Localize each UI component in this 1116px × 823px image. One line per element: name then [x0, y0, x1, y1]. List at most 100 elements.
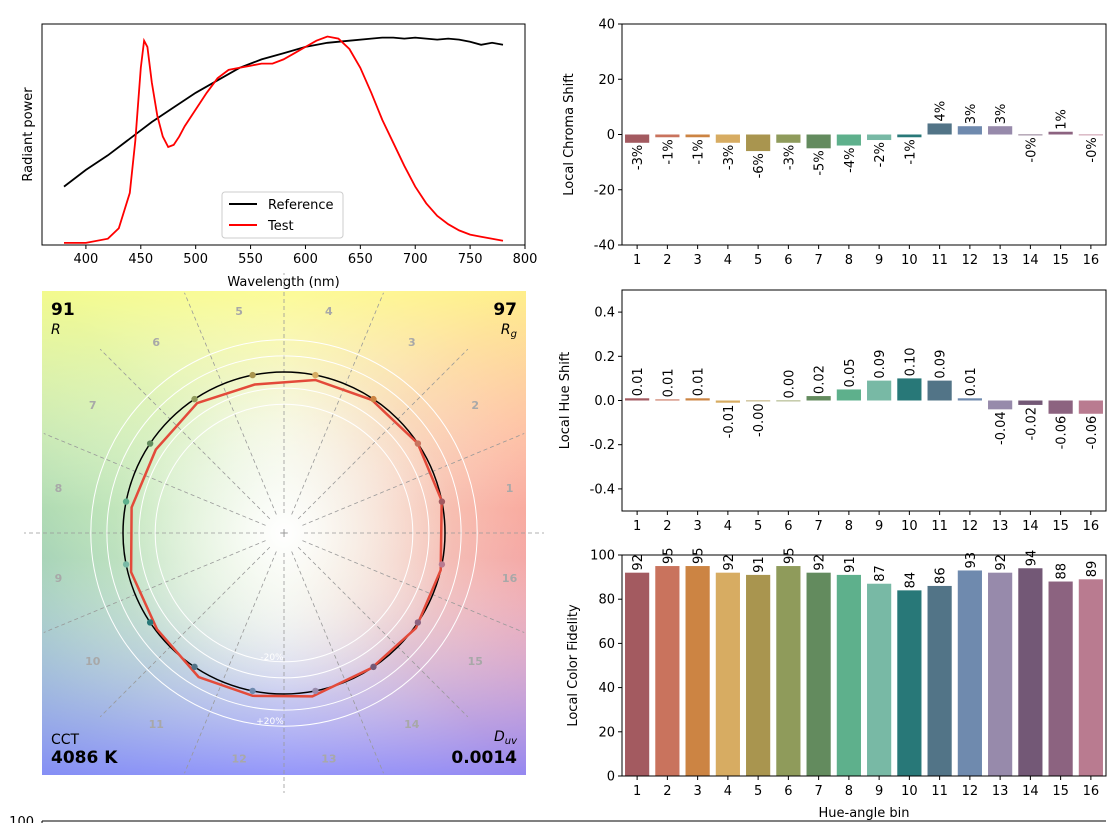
bar	[1078, 134, 1103, 136]
data-label: -1%	[692, 139, 707, 164]
data-label: 92	[631, 554, 646, 571]
hue-bin-label: 6	[152, 336, 160, 349]
x-tick-label: 4	[724, 784, 732, 799]
data-label: -0.00	[752, 403, 767, 437]
hue-bin-vector-marker	[370, 663, 377, 671]
duv-value: 0.0014	[451, 748, 517, 768]
bar	[1048, 131, 1073, 135]
bar	[685, 134, 710, 138]
hue-bin-label: 14	[404, 718, 420, 731]
x-tick-label: 7	[814, 519, 822, 534]
y-tick-label: 20	[598, 725, 615, 740]
test-polygon	[129, 378, 443, 698]
y-tick-label: 80	[598, 593, 615, 608]
x-tick-label: 5	[754, 784, 762, 799]
x-tick-label: 10	[901, 253, 918, 268]
strip-y-tick-label: 100	[9, 815, 34, 823]
bar	[867, 583, 892, 776]
hue-bin-vector-marker	[191, 663, 198, 671]
bar	[715, 134, 740, 143]
data-label: -0%	[1085, 137, 1100, 162]
y-tick-label: -20	[594, 183, 615, 198]
bar	[927, 380, 952, 401]
x-tick-label: 10	[901, 784, 918, 799]
x-axis-label: Hue-angle bin	[818, 806, 909, 821]
hue-bin-label: 16	[502, 572, 518, 585]
bar	[836, 389, 861, 401]
data-label: -3%	[722, 145, 737, 170]
y-axis-label: Local Chroma Shift	[562, 73, 577, 195]
x-tick-label: 13	[992, 253, 1009, 268]
data-label: 95	[692, 548, 707, 565]
hue-bin-vector-marker	[438, 498, 446, 505]
data-label: 95	[661, 548, 676, 565]
rf-value: 91	[51, 300, 75, 320]
spectrum-chart: 400 450 500 550 600 650 700 750 800 Wavelength (n…	[21, 23, 537, 290]
bar	[897, 590, 922, 776]
x-tick-label: 750	[458, 252, 483, 267]
bin-boundary-line	[302, 433, 525, 526]
x-tick-label: 13	[992, 519, 1009, 534]
bin-boundary-line	[99, 348, 271, 520]
bar	[1078, 400, 1103, 414]
data-label: -5%	[813, 150, 828, 175]
y-tick-label: -0.4	[590, 482, 615, 497]
bar	[988, 126, 1013, 135]
y-axis-label: Local Color Fidelity	[566, 604, 581, 727]
x-tick-label: 16	[1083, 253, 1100, 268]
hue-bin-vector-marker	[370, 395, 377, 403]
bar	[1018, 568, 1043, 776]
data-label: -0.02	[1024, 407, 1039, 441]
bin-boundary-line	[43, 540, 266, 633]
bin-boundary-line	[291, 292, 384, 515]
y-tick-label: 0.0	[594, 394, 615, 409]
bar	[1018, 400, 1043, 405]
hue-bin-label: 4	[325, 305, 333, 318]
y-tick-label: 0.2	[594, 350, 615, 365]
cct-value: 4086 K	[51, 748, 118, 768]
data-label: 0.01	[631, 367, 646, 396]
color-vector-graphic: +-20%+20%1234567891011121314151691Rf97Rg…	[24, 273, 544, 793]
ring-label: +20%	[256, 717, 284, 727]
x-tick-label: 9	[875, 784, 883, 799]
hue-bin-label: 3	[408, 336, 416, 349]
bar	[746, 574, 771, 776]
reference-ring	[138, 387, 430, 679]
x-tick-label: 4	[724, 519, 732, 534]
x-tick-label: 14	[1022, 253, 1039, 268]
bin-boundary-line	[99, 546, 271, 718]
hue-bin-vector-marker	[312, 687, 319, 695]
plot-frame	[621, 554, 1107, 777]
bar	[1048, 581, 1073, 776]
bar	[625, 572, 650, 776]
data-label: -6%	[752, 153, 767, 178]
x-tick-label: 650	[348, 252, 373, 267]
x-tick-label: 7	[814, 253, 822, 268]
bar	[715, 400, 740, 403]
hue-bin-label: 1	[506, 482, 514, 495]
duv-subscript: uv	[505, 736, 518, 747]
y-tick-label: -0.2	[590, 438, 615, 453]
data-label: 92	[994, 554, 1009, 571]
data-label: -0.06	[1055, 416, 1070, 450]
data-label: 0.00	[782, 370, 797, 399]
x-tick-label: 9	[875, 519, 883, 534]
data-label: -1%	[903, 139, 918, 164]
x-tick-label: 8	[845, 784, 853, 799]
data-label: 84	[903, 572, 918, 589]
x-tick-label: 10	[901, 519, 918, 534]
data-label: 86	[934, 567, 949, 584]
bar	[655, 566, 680, 776]
bar	[685, 398, 710, 401]
bin-boundary-line	[291, 551, 384, 774]
data-label: 93	[964, 552, 979, 569]
bar	[1078, 579, 1103, 776]
bar	[776, 400, 801, 402]
data-label: 0.01	[692, 367, 707, 396]
x-tick-label: 600	[293, 252, 318, 267]
bin-boundary-line	[297, 546, 469, 718]
bin-boundary-line	[184, 292, 277, 515]
data-label: 87	[873, 565, 888, 582]
y-tick-label: 40	[598, 18, 615, 33]
series-line-reference	[63, 36, 504, 188]
